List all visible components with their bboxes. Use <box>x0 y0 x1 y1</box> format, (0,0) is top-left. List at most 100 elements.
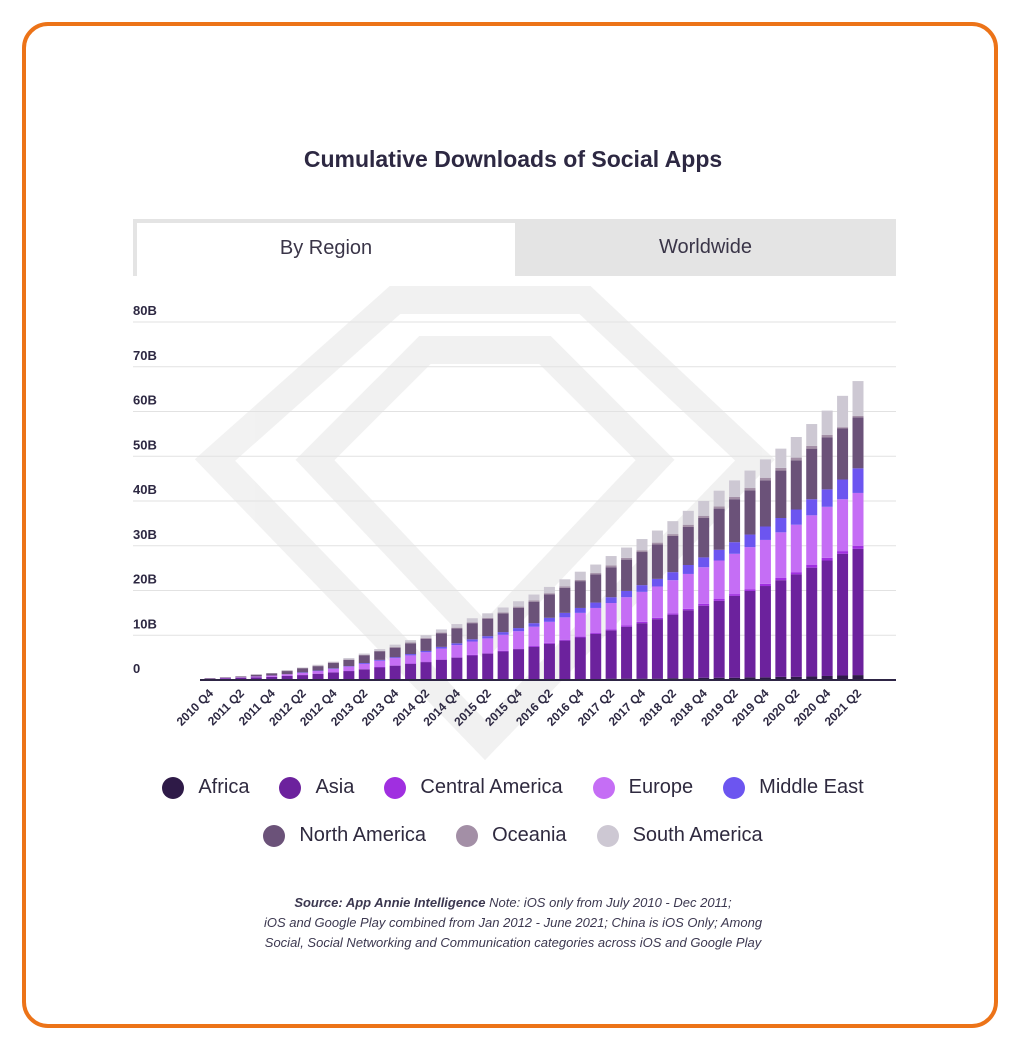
bar-segment <box>482 617 494 619</box>
bar-segment <box>312 664 324 666</box>
bar-segment <box>852 492 864 546</box>
legend-swatch <box>592 776 615 799</box>
bar-segment <box>327 662 339 664</box>
bar-segment <box>435 646 447 649</box>
bar-segment <box>297 668 309 673</box>
bar-segment <box>837 499 849 552</box>
tab-worldwide[interactable]: Worldwide <box>515 219 896 276</box>
bar-segment <box>297 672 309 676</box>
bar-segment <box>790 524 802 573</box>
bar-segment <box>651 619 663 679</box>
bar-stack <box>667 521 679 680</box>
bar-segment <box>559 579 571 587</box>
bar-segment <box>374 660 386 668</box>
y-tick-label: 10B <box>133 616 157 631</box>
bar-segment <box>790 457 802 461</box>
bar-segment <box>821 560 833 676</box>
bar-stack <box>389 644 401 680</box>
bar-segment <box>729 594 741 596</box>
bar-segment <box>559 586 571 588</box>
bar-stack <box>775 448 787 680</box>
bar-stack <box>235 676 247 680</box>
bar-segment <box>729 553 741 595</box>
legend-row-2: North America Oceania South America <box>0 824 1026 847</box>
bar-segment <box>837 553 849 676</box>
bar-segment <box>744 677 756 680</box>
bar-segment <box>574 636 586 638</box>
legend-label: Oceania <box>492 824 567 846</box>
y-tick-label: 30B <box>133 527 157 542</box>
bar-segment <box>821 675 833 680</box>
bar-segment <box>374 659 386 661</box>
bar-segment <box>497 651 509 680</box>
y-tick-label: 50B <box>133 437 157 452</box>
bar-segment <box>713 600 725 678</box>
bar-segment <box>852 548 864 676</box>
bar-segment <box>451 643 463 646</box>
bar-segment <box>466 639 478 642</box>
bar-segment <box>374 651 386 660</box>
legend-row-1: Africa Asia Central America Europe Middle Ea… <box>0 776 1026 799</box>
legend-swatch <box>162 776 185 799</box>
bar-segment <box>713 560 725 600</box>
bar-segment <box>775 470 787 519</box>
bar-segment <box>358 654 370 656</box>
bar-segment <box>543 621 555 643</box>
bar-stack <box>312 664 324 680</box>
source-line-1: Source: App Annie Intelligence Note: iOS… <box>0 893 1026 913</box>
bar-segment <box>590 564 602 574</box>
bar-segment <box>605 567 617 598</box>
tab-by-region[interactable]: By Region <box>137 223 515 276</box>
bar-segment <box>636 585 648 592</box>
bar-stack <box>466 618 478 681</box>
bar-segment <box>528 646 540 680</box>
bar-segment <box>389 665 401 680</box>
bar-segment <box>420 661 432 663</box>
bar-segment <box>759 583 771 587</box>
bar-segment <box>759 586 771 678</box>
bar-segment <box>713 599 725 601</box>
bar-segment <box>729 595 741 678</box>
bar-stack <box>713 490 725 680</box>
bar-segment <box>543 593 555 595</box>
bar-segment <box>590 633 602 634</box>
bar-segment <box>651 544 663 579</box>
bar-segment <box>389 646 401 648</box>
source-line-2: iOS and Google Play combined from Jan 20… <box>263 915 763 930</box>
bar-segment <box>420 638 432 651</box>
bar-segment <box>590 574 602 603</box>
bar-segment <box>852 417 864 469</box>
legend-swatch <box>723 776 746 799</box>
bar-segment <box>574 571 586 580</box>
bar-stack <box>636 539 648 680</box>
bar-segment <box>775 676 787 680</box>
bar-segment <box>513 607 525 629</box>
bar-segment <box>435 629 447 633</box>
bar-segment <box>590 602 602 608</box>
bar-segment <box>698 557 710 568</box>
bar-segment <box>682 573 694 609</box>
bar-segment <box>790 676 802 680</box>
bar-segment <box>482 618 494 637</box>
bar-segment <box>374 650 386 652</box>
bar-segment <box>574 579 586 582</box>
bar-segment <box>806 676 818 680</box>
bar-segment <box>435 659 447 680</box>
bar-stack <box>281 670 293 680</box>
bar-segment <box>806 424 818 446</box>
watermark <box>194 286 775 760</box>
bar-segment <box>327 661 339 663</box>
bar-stack <box>528 594 540 681</box>
bar-segment <box>759 526 771 540</box>
bar-segment <box>266 676 278 680</box>
legend-swatch <box>263 824 286 847</box>
bar-segment <box>389 658 401 666</box>
bar-segment <box>358 653 370 655</box>
bar-segment <box>482 653 494 654</box>
bar-stack <box>513 601 525 681</box>
bar-stack <box>343 658 355 680</box>
bar-segment <box>420 662 432 680</box>
bar-segment <box>497 613 509 633</box>
bar-stack <box>590 564 602 680</box>
